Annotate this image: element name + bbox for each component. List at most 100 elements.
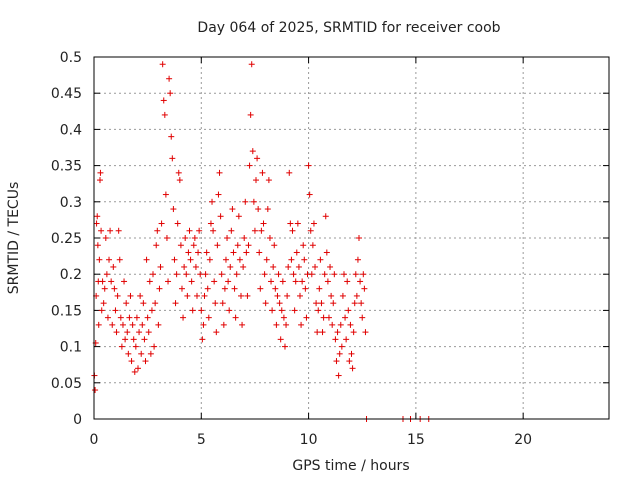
x-tick-label: 10 [300, 432, 318, 448]
data-point [240, 263, 247, 270]
data-point [119, 321, 126, 328]
data-point [274, 292, 281, 299]
data-point [117, 314, 124, 321]
data-point [212, 300, 219, 307]
data-point [300, 242, 307, 249]
x-tick-label: 20 [514, 432, 532, 448]
data-point [128, 358, 135, 365]
data-point [281, 343, 288, 350]
data-point [306, 191, 313, 198]
data-point [284, 292, 291, 299]
data-point [294, 220, 301, 227]
data-point [259, 169, 266, 176]
data-point [175, 169, 182, 176]
data-point [230, 249, 237, 256]
axis-ticks [93, 56, 609, 420]
data-point [269, 307, 276, 314]
data-point [160, 97, 167, 104]
data-point [251, 227, 258, 234]
y-tick-label: 0 [73, 412, 82, 428]
data-point [280, 314, 287, 321]
data-point [167, 90, 174, 97]
data-point [307, 227, 314, 234]
data-point [323, 249, 330, 256]
data-point [243, 249, 250, 256]
data-point [173, 271, 180, 278]
data-point [93, 220, 100, 227]
data-point [283, 321, 290, 328]
data-point [361, 285, 368, 292]
data-point [122, 336, 129, 343]
data-point [288, 256, 295, 263]
data-point [272, 285, 279, 292]
data-point [174, 220, 181, 227]
data-point [224, 235, 231, 241]
data-point [124, 329, 131, 336]
data-point [94, 242, 101, 249]
data-point [287, 220, 294, 227]
y-tick-label: 0.15 [51, 303, 82, 319]
data-point [298, 321, 305, 328]
data-point [320, 314, 327, 321]
data-point [123, 300, 130, 307]
data-point [92, 387, 99, 394]
data-point [98, 227, 105, 234]
data-point [99, 278, 106, 285]
data-point [125, 350, 132, 357]
data-point [217, 213, 224, 220]
data-point [203, 249, 210, 256]
data-point [154, 227, 161, 234]
data-point [100, 300, 107, 307]
data-point [137, 292, 144, 299]
data-point [161, 111, 168, 118]
data-point [330, 300, 337, 307]
data-point [309, 242, 316, 249]
data-point [266, 235, 273, 241]
data-point [188, 278, 195, 285]
y-tick-label: 0.05 [51, 376, 82, 392]
data-point [97, 169, 104, 176]
x-axis-label: GPS time / hours [292, 458, 409, 474]
data-point [158, 220, 165, 227]
data-point [336, 350, 343, 357]
data-point [133, 314, 140, 321]
data-point [211, 278, 218, 285]
data-point [324, 278, 331, 285]
data-point [222, 256, 229, 263]
data-point [253, 177, 260, 184]
data-point [286, 169, 293, 176]
data-point [325, 314, 332, 321]
data-point [275, 271, 282, 278]
data-point [152, 300, 159, 307]
data-point [258, 227, 265, 234]
x-tick-label: 0 [90, 432, 99, 448]
data-point [159, 61, 166, 68]
data-point [197, 271, 204, 278]
data-point [305, 162, 312, 169]
data-point [136, 329, 143, 336]
data-point [317, 256, 324, 263]
data-point [111, 285, 118, 292]
data-point [335, 372, 342, 379]
data-point [132, 343, 139, 350]
data-point [234, 242, 241, 249]
data-point [96, 256, 103, 263]
x-axis-tick-labels: 0 5 10 15 20 [90, 432, 533, 448]
data-point [178, 285, 185, 292]
data-point [348, 350, 355, 357]
data-point [102, 235, 109, 241]
data-point [289, 227, 296, 234]
data-point [189, 307, 196, 314]
data-point [322, 213, 329, 220]
data-point [200, 321, 207, 328]
data-point [226, 307, 233, 314]
data-point [313, 300, 320, 307]
data-point [194, 292, 200, 299]
data-point [140, 300, 147, 307]
data-point [182, 235, 189, 241]
y-tick-label: 0.3 [60, 195, 82, 211]
data-point [292, 278, 299, 285]
data-point [235, 213, 242, 220]
data-point [220, 321, 227, 328]
